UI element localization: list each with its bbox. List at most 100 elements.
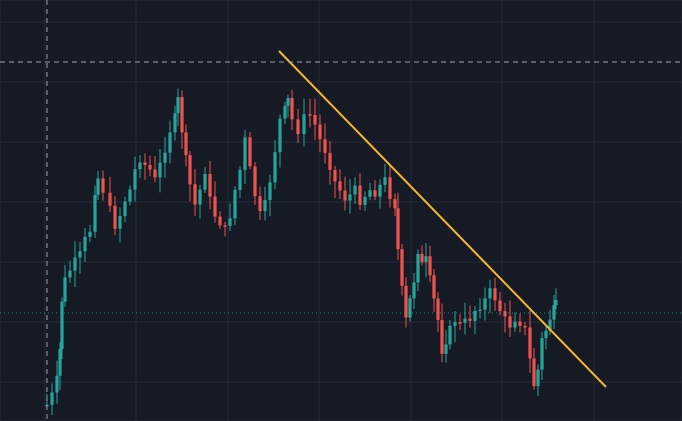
candle-body — [412, 282, 416, 299]
candle-body — [133, 169, 137, 190]
candle-body — [96, 178, 100, 195]
candle-body — [78, 251, 82, 258]
candle-body — [138, 162, 142, 170]
candle-body — [396, 208, 400, 250]
candle-body — [108, 192, 112, 206]
candle-body — [208, 173, 212, 197]
candle-body — [493, 288, 497, 301]
candle-body — [180, 97, 184, 133]
candle-body — [63, 277, 67, 302]
candle-body — [458, 322, 462, 324]
candle-body — [343, 190, 347, 201]
candle-body — [153, 169, 157, 178]
candle-body — [358, 185, 362, 205]
candle-body — [286, 98, 290, 106]
candle-body — [101, 178, 105, 193]
candle-body — [176, 97, 180, 114]
candle-body — [523, 325, 527, 328]
candle-body — [258, 196, 262, 212]
candle-body — [544, 330, 548, 339]
candle-body — [50, 392, 54, 405]
candle-body — [184, 132, 188, 156]
candle-body — [203, 173, 207, 190]
candle-body — [273, 152, 277, 183]
candle-body — [68, 270, 72, 278]
candle-body — [228, 218, 232, 226]
candle-body — [318, 124, 322, 140]
candle-body — [118, 216, 122, 229]
candle-body — [552, 305, 556, 320]
trendline[interactable] — [278, 50, 607, 388]
candle-body — [83, 236, 87, 252]
candle-body — [283, 105, 287, 119]
candle-body — [440, 319, 444, 354]
candle-body — [263, 200, 267, 212]
candle-body — [143, 162, 147, 165]
candle-body — [93, 194, 97, 232]
candle-body — [173, 113, 177, 133]
candle-body — [73, 257, 77, 271]
candle-body — [290, 98, 294, 120]
candle-body — [548, 319, 552, 331]
candle-body — [383, 177, 387, 185]
candle-body — [424, 256, 428, 263]
candle-body — [238, 169, 242, 190]
candle-body — [453, 322, 457, 326]
candle-body — [193, 184, 197, 205]
candle-body — [268, 182, 272, 201]
candle-body — [373, 190, 377, 197]
candle-body — [223, 225, 227, 227]
candle-body — [198, 189, 202, 205]
candle-body — [503, 311, 507, 317]
candle-body — [218, 216, 222, 226]
candle-body — [528, 327, 532, 359]
candle-body — [478, 309, 482, 312]
candle-body — [473, 310, 477, 321]
candle-body — [400, 249, 404, 286]
candle-body — [513, 321, 517, 328]
candle-body — [540, 338, 544, 370]
candle-body — [393, 199, 397, 209]
candle-body — [323, 139, 327, 153]
candle-body — [128, 189, 132, 202]
candle-body — [58, 349, 62, 376]
candle-body — [408, 298, 412, 318]
candle-body — [468, 318, 472, 321]
candle-body — [308, 114, 312, 116]
candle-body — [338, 181, 342, 191]
candle-body — [302, 114, 306, 135]
candle-body — [163, 152, 167, 163]
candle-body — [508, 316, 512, 328]
candle-body — [158, 162, 162, 178]
candle-body — [498, 300, 502, 312]
candle-body — [388, 177, 392, 200]
candle-body — [55, 375, 59, 393]
candle-body — [420, 254, 424, 263]
candle-body — [88, 231, 92, 237]
candle-body — [428, 256, 432, 276]
candle-body — [368, 190, 372, 197]
candle-body — [463, 318, 467, 323]
candle-body — [313, 114, 317, 125]
candles — [45, 88, 558, 415]
candle-body — [188, 155, 192, 185]
candle-body — [60, 301, 64, 350]
candle-body — [113, 205, 117, 229]
candle-body — [444, 344, 448, 354]
candle-body — [436, 298, 440, 320]
candle-body — [328, 152, 332, 170]
candle-body — [404, 285, 408, 318]
candle-body — [378, 184, 382, 197]
candle-body — [488, 288, 492, 299]
candle-body — [353, 185, 357, 195]
candle-body — [213, 196, 217, 217]
candle-body — [448, 325, 452, 345]
candle-body — [168, 132, 172, 153]
candle-body — [432, 275, 436, 299]
candle-body — [243, 137, 247, 170]
candle-body — [296, 119, 300, 135]
candle-body — [416, 254, 420, 283]
